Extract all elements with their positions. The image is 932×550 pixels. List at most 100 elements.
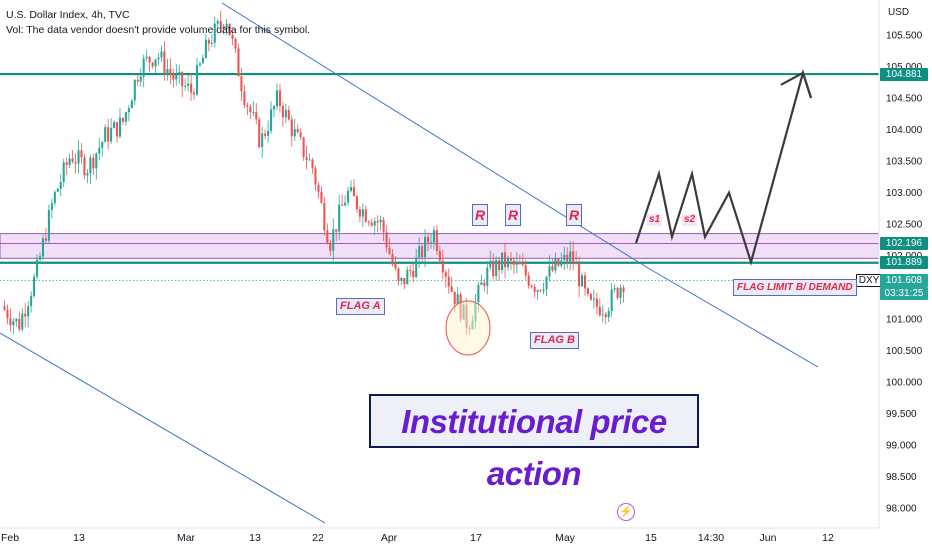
- candle-body: [349, 187, 353, 191]
- support-label-2[interactable]: s2: [682, 214, 698, 226]
- candle-body: [536, 290, 539, 292]
- flag-limit-label[interactable]: FLAG LIMIT B/ DEMAND: [733, 279, 857, 296]
- candle-body: [400, 278, 403, 281]
- candle-body: [560, 260, 563, 266]
- candle-body: [527, 275, 530, 286]
- candle-body: [397, 268, 400, 281]
- candle-body: [367, 221, 370, 223]
- x-tick-label: Mar: [177, 532, 196, 544]
- candle-body: [65, 162, 68, 166]
- candle-body: [320, 191, 323, 203]
- y-tick-label: 101.000: [886, 314, 923, 325]
- y-tick-label: 102.500: [886, 220, 923, 231]
- flag-b-label[interactable]: FLAG B: [530, 332, 579, 349]
- candle-body: [284, 110, 287, 118]
- y-tick-label: 103.000: [886, 188, 923, 199]
- x-tick-label: Apr: [381, 532, 398, 544]
- candle-body: [36, 259, 39, 277]
- y-tick-label: 105.500: [886, 31, 923, 42]
- candle-body: [83, 157, 86, 176]
- candle-body: [80, 150, 83, 158]
- candle-body: [572, 251, 575, 263]
- candle-body: [258, 119, 261, 148]
- candle-body: [486, 267, 489, 286]
- last-price-tag: 101.608: [880, 274, 928, 287]
- candle-body: [249, 106, 252, 113]
- candle-body: [524, 265, 527, 276]
- candle-body: [409, 270, 412, 272]
- x-tick-label: Feb: [1, 532, 19, 544]
- x-tick-label: 15: [645, 532, 657, 544]
- candle-body: [492, 260, 495, 277]
- candle-body: [388, 247, 391, 254]
- candle-body: [157, 57, 160, 60]
- zone-top-price-tag: 102.196: [880, 237, 928, 250]
- candle-body: [533, 287, 536, 292]
- projection-arrowhead: [780, 71, 813, 99]
- candle-body: [335, 229, 338, 232]
- candle-body: [231, 34, 234, 39]
- candle-body: [139, 76, 142, 82]
- y-tick-label: 99.000: [886, 440, 917, 451]
- candle-body: [86, 173, 89, 176]
- candle-body: [21, 313, 24, 330]
- candle-body: [391, 253, 394, 264]
- candle-body: [450, 286, 453, 292]
- candle-body: [308, 159, 311, 161]
- candle-body: [302, 137, 305, 157]
- target-price-tag: 104.881: [880, 68, 928, 81]
- candle-body: [480, 282, 483, 285]
- candle-body: [154, 59, 157, 67]
- y-tick-label: 99.500: [886, 409, 917, 420]
- candle-body: [204, 39, 207, 58]
- candle-body: [228, 23, 231, 35]
- candle-body: [347, 190, 350, 203]
- candle-body: [554, 258, 557, 271]
- candle-body: [418, 246, 421, 258]
- candle-body: [278, 90, 281, 107]
- candle-body: [329, 243, 332, 251]
- candle-body: [548, 266, 551, 277]
- candle-body: [246, 105, 249, 107]
- x-tick-label: May: [555, 532, 576, 544]
- candle-body: [198, 63, 202, 66]
- candle-body: [234, 38, 237, 49]
- candle-body: [317, 184, 320, 192]
- x-tick-label: 12: [822, 532, 834, 544]
- support-label-1[interactable]: s1: [647, 214, 663, 226]
- flag-a-label[interactable]: FLAG A: [336, 298, 385, 315]
- resistance-label-1[interactable]: R: [472, 204, 488, 226]
- candle-body: [216, 21, 219, 24]
- candle-body: [595, 298, 598, 307]
- candle-body: [518, 261, 521, 265]
- candle-body: [545, 276, 548, 290]
- resistance-label-3[interactable]: R: [566, 204, 582, 226]
- candle-body: [12, 321, 15, 326]
- candle-body: [290, 119, 293, 137]
- y-tick-label: 98.000: [886, 504, 917, 515]
- candle-body: [456, 294, 459, 305]
- symbol-tag: DXY: [856, 274, 882, 287]
- candle-body: [542, 289, 545, 291]
- candle-body: [355, 196, 358, 210]
- resistance-label-2[interactable]: R: [505, 204, 521, 226]
- candle-body: [95, 153, 98, 169]
- y-tick-label: 105.000: [886, 62, 923, 73]
- candle-body: [622, 287, 625, 292]
- candle-body: [385, 232, 388, 248]
- candle-body: [281, 106, 284, 118]
- candle-body: [38, 256, 42, 260]
- candle-body: [240, 76, 243, 92]
- candle-body: [225, 23, 228, 29]
- candle-body: [15, 318, 18, 322]
- y-tick-label: 103.500: [886, 157, 923, 168]
- chart-title-callout[interactable]: Institutional price action: [369, 394, 699, 492]
- candle-body: [175, 74, 178, 80]
- candle-body: [18, 318, 21, 330]
- candle-body: [453, 291, 456, 305]
- candle-body: [104, 127, 107, 143]
- candle-body: [421, 246, 424, 258]
- x-tick-label: 14:30: [698, 532, 724, 544]
- lightning-icon[interactable]: ⚡: [617, 503, 635, 521]
